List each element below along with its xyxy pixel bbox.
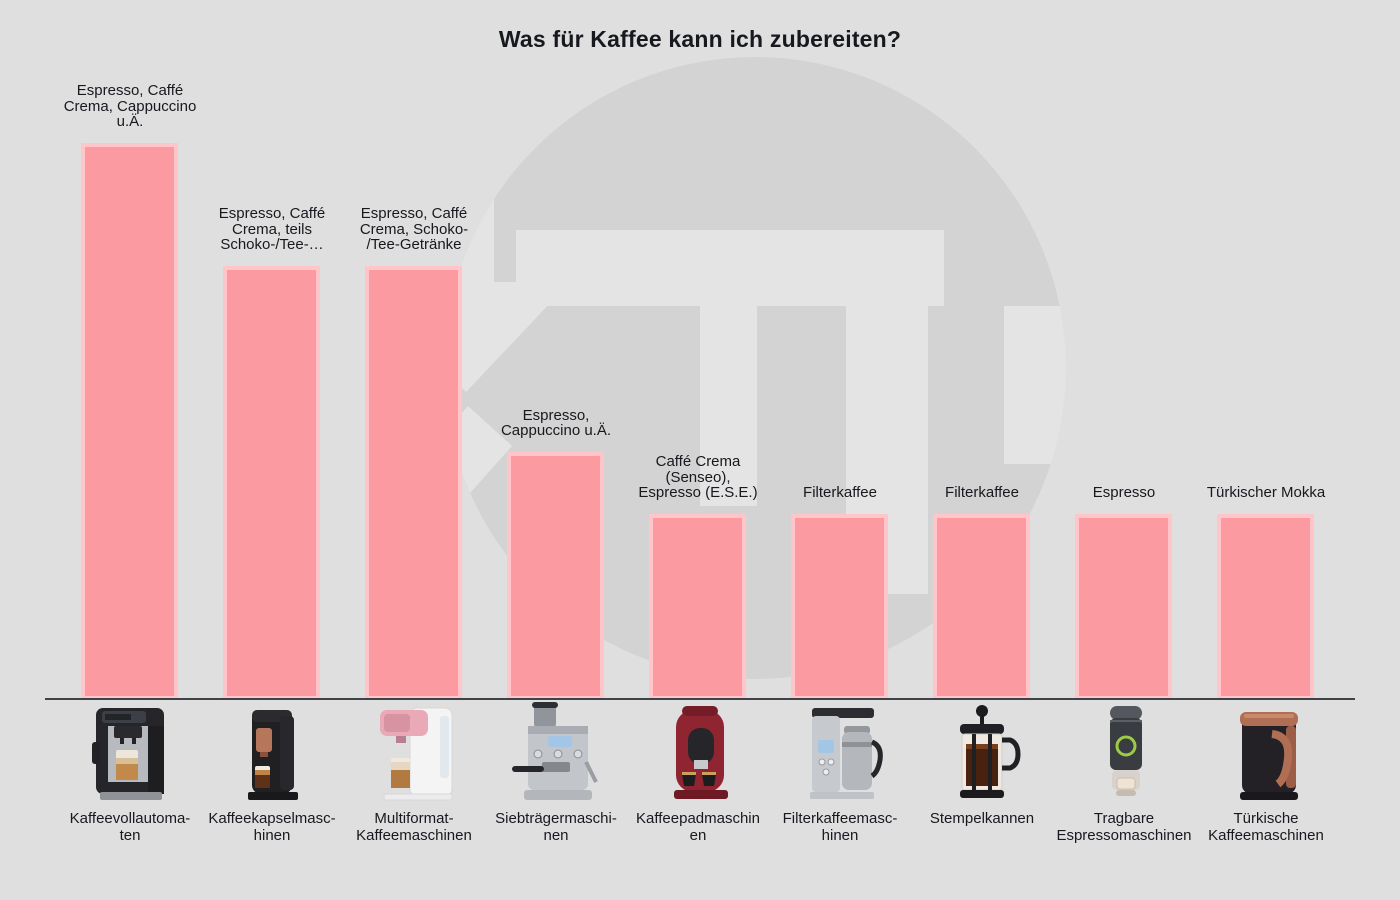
multiformat-kaffeemaschine-photo (380, 707, 453, 801)
siebtraegermaschine-photo (512, 702, 598, 800)
category-label: Tragbare Espressomaschinen (1056, 810, 1192, 844)
bar-group-tuerkische-kaffeemaschinen: Türkischer Mokka Türkische Kaffeemaschin… (1195, 0, 1337, 900)
x-axis-line (45, 698, 1355, 700)
category-label: Kaffeekapselmasc- hinen (208, 810, 336, 844)
category-label: Siebträgermaschi- nen (495, 810, 617, 844)
category-label: Filterkaffeemasc- hinen (782, 810, 898, 844)
bar-siebtraeger (507, 452, 604, 700)
chart-title: Was für Kaffee kann ich zubereiten? (498, 26, 902, 52)
category-label: Türkische Kaffeemaschinen (1208, 810, 1324, 844)
bar-value-label: Türkischer Mokka (1206, 484, 1326, 502)
filterkaffeemaschine-photo (810, 708, 883, 799)
bar-group-stempelkannen: Filterkaffee Stempelkannen (911, 0, 1053, 900)
category-label: Multiformat- Kaffeemaschinen (356, 810, 472, 844)
bar-group-filterkaffeemaschinen: Filterkaffee Filterkaffeemasc- hinen (769, 0, 911, 900)
bar-group-multiformat: Espresso, Caffé Crema, Schoko- /Tee-Getr… (343, 0, 485, 900)
tuerkische-kaffeemaschine-photo (1240, 712, 1298, 800)
tragbare-espressomaschine-photo (1110, 706, 1142, 796)
bar-value-label: Espresso, Caffé Crema, Schoko- /Tee-Getr… (359, 205, 469, 254)
bar-group-tragbare-espressomaschinen: Espresso Tragbare Espressomaschinen (1053, 0, 1195, 900)
bar-kaffeepadmaschinen (649, 514, 746, 700)
bar-filterkaffeemaschinen (791, 514, 888, 700)
kaffeevollautomat-photo (92, 708, 164, 800)
category-label: Stempelkannen (929, 810, 1035, 827)
bar-tragbare-espressomaschinen (1075, 514, 1172, 700)
bar-group-siebtraeger: Espresso, Cappuccino u.Ä. Siebträgermasc… (485, 0, 627, 900)
bar-tuerkische-kaffeemaschinen (1217, 514, 1314, 700)
bar-kaffeevollautomaten (81, 143, 178, 700)
kaffeepadmaschine-photo (674, 706, 728, 799)
bar-value-label: Espresso (1092, 484, 1156, 502)
bar-value-label: Caffé Crema (Senseo), Espresso (E.S.E.) (638, 453, 758, 502)
bar-value-label: Espresso, Caffé Crema, teils Schoko-/Tee… (218, 205, 326, 254)
stempelkanne-photo (960, 705, 1021, 798)
bar-group-kaffeevollautomaten: Espresso, Caffé Crema, Cappuccino u.Ä. K… (59, 0, 201, 900)
bar-kaffeekapselmaschinen (223, 266, 320, 700)
bar-value-label: Filterkaffee (945, 484, 1019, 502)
category-label: Kaffeepadmaschin en (636, 810, 760, 844)
category-label: Kaffeevollautoma- ten (69, 810, 191, 844)
bar-group-kaffeekapselmaschinen: Espresso, Caffé Crema, teils Schoko-/Tee… (201, 0, 343, 900)
kaffeekapselmaschine-photo (248, 710, 298, 800)
bar-value-label: Espresso, Caffé Crema, Cappuccino u.Ä. (63, 82, 197, 131)
bar-multiformat (365, 266, 462, 700)
bar-value-label: Espresso, Cappuccino u.Ä. (500, 406, 612, 440)
bar-group-kaffeepadmaschinen: Caffé Crema (Senseo), Espresso (E.S.E.) … (627, 0, 769, 900)
bar-stempelkannen (933, 514, 1030, 700)
bar-value-label: Filterkaffee (803, 484, 877, 502)
